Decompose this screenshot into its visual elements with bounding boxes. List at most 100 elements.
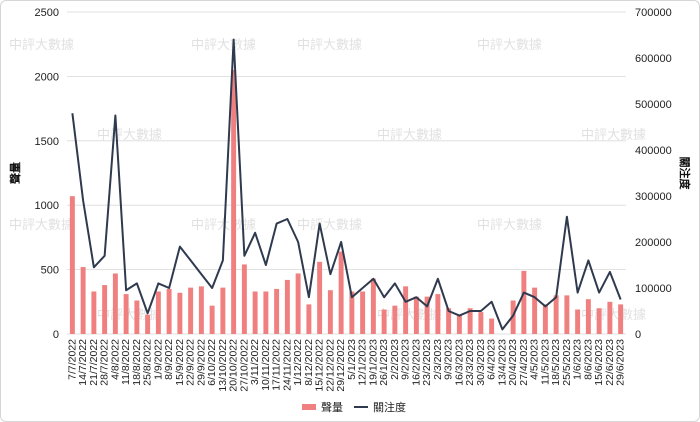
bar-27/10/2022 (241, 264, 247, 334)
y-left-tick-label: 2000 (35, 71, 59, 83)
x-axis-ticks: 7/7/202214/7/202221/7/202228/7/20224/8/2… (66, 339, 626, 392)
x-tick-label: 8/6/2023 (582, 339, 594, 380)
y-right-tick-label: 300000 (635, 191, 672, 203)
x-tick-label: 10/11/2022 (260, 339, 272, 391)
bar-3/11/2022 (252, 291, 258, 334)
bars (69, 69, 624, 335)
y-right-tick-label: 0 (635, 329, 641, 341)
x-tick-label: 16/3/2023 (453, 339, 465, 386)
x-tick-label: 9/3/2023 (443, 339, 455, 380)
bar-16/2/2023 (413, 296, 419, 334)
bar-23/2/2023 (424, 296, 430, 334)
x-tick-label: 6/10/2022 (206, 339, 218, 386)
x-tick-label: 23/2/2023 (421, 339, 433, 386)
x-tick-label: 11/8/2022 (120, 339, 132, 385)
bar-23/3/2023 (467, 308, 473, 334)
watermark-text: 中評大數據 (297, 218, 362, 233)
x-tick-label: 8/12/2022 (303, 339, 315, 386)
bar-29/12/2022 (338, 251, 344, 334)
bar-12/1/2023 (360, 291, 366, 334)
y-right-axis-title: 關注度 (678, 157, 692, 191)
bar-21/7/2022 (91, 291, 97, 334)
x-tick-label: 20/4/2023 (507, 339, 519, 386)
bar-29/6/2023 (618, 304, 624, 334)
bar-18/5/2023 (553, 295, 559, 334)
x-tick-label: 2/2/2023 (389, 339, 401, 380)
legend: 聲量 關注度 (302, 400, 406, 414)
x-tick-label: 4/8/2022 (109, 339, 121, 380)
bar-26/1/2023 (381, 309, 387, 334)
legend-bar-label: 聲量 (321, 400, 343, 414)
x-tick-label: 23/3/2023 (464, 339, 476, 386)
watermark-text: 中評大數據 (191, 218, 256, 233)
bar-24/11/2022 (284, 279, 290, 334)
x-tick-label: 3/11/2022 (249, 339, 261, 385)
bar-9/3/2023 (446, 308, 452, 334)
x-tick-label: 7/7/2022 (66, 339, 78, 380)
x-tick-label: 2/3/2023 (432, 339, 444, 380)
bar-15/12/2022 (317, 261, 323, 334)
watermark-text: 中評大數據 (477, 218, 542, 233)
bar-11/5/2023 (542, 304, 548, 334)
x-tick-label: 15/6/2023 (593, 339, 605, 386)
x-tick-label: 28/7/2022 (99, 339, 111, 386)
legend-line-label: 關注度 (373, 400, 406, 414)
bar-27/4/2023 (521, 270, 527, 334)
y-right-tick-label: 700000 (635, 7, 672, 19)
watermark-text: 中評大數據 (297, 38, 362, 53)
bar-25/5/2023 (564, 295, 570, 334)
x-tick-label: 15/12/2022 (314, 339, 326, 392)
x-tick-label: 4/5/2023 (529, 339, 541, 380)
y-left-tick-label: 500 (41, 265, 59, 277)
y-right-tick-label: 400000 (635, 145, 672, 157)
bar-18/8/2022 (134, 300, 140, 334)
bar-19/1/2023 (370, 278, 376, 334)
x-tick-label: 25/8/2022 (142, 339, 154, 386)
bar-6/4/2023 (489, 318, 495, 334)
x-tick-label: 5/1/2023 (346, 339, 358, 380)
x-tick-label: 14/7/2022 (77, 339, 89, 386)
x-tick-label: 20/10/2022 (228, 339, 240, 392)
watermark-text: 中評大數據 (191, 38, 256, 53)
x-tick-label: 13/4/2023 (496, 339, 508, 386)
bar-14/7/2022 (80, 267, 86, 334)
watermark-text: 中評大數據 (581, 128, 646, 143)
bar-5/1/2023 (349, 291, 355, 334)
bar-30/3/2023 (478, 312, 484, 334)
bar-1/6/2023 (575, 309, 581, 334)
bar-10/11/2022 (263, 291, 269, 334)
bar-25/8/2022 (145, 314, 151, 334)
bar-28/7/2022 (102, 285, 108, 334)
x-tick-label: 18/5/2023 (550, 339, 562, 386)
x-tick-label: 11/5/2023 (539, 339, 551, 385)
y-left-tick-label: 0 (53, 329, 59, 341)
bar-22/12/2022 (327, 290, 333, 334)
bar-2/2/2023 (392, 305, 398, 334)
bar-8/12/2022 (306, 304, 312, 334)
bar-8/9/2022 (166, 288, 172, 334)
x-tick-label: 9/2/2023 (400, 339, 412, 380)
x-tick-label: 17/11/2022 (271, 339, 283, 391)
x-tick-label: 27/4/2023 (518, 339, 530, 386)
watermark-text: 中評大數據 (9, 218, 74, 233)
x-tick-label: 8/9/2022 (163, 339, 175, 380)
bar-15/6/2023 (596, 308, 602, 334)
x-tick-label: 29/12/2022 (335, 339, 347, 392)
bar-16/3/2023 (456, 314, 462, 334)
watermark-text: 中評大數據 (9, 38, 74, 53)
bar-15/9/2022 (177, 292, 183, 334)
bar-22/9/2022 (188, 287, 194, 334)
x-tick-label: 21/7/2022 (88, 339, 100, 386)
x-tick-label: 22/6/2023 (604, 339, 616, 386)
bar-4/8/2022 (112, 273, 118, 334)
x-tick-label: 1/6/2023 (572, 339, 584, 380)
legend-bar-swatch (302, 404, 316, 410)
bar-22/6/2023 (607, 301, 613, 334)
y-left-tick-label: 1500 (35, 136, 59, 148)
x-tick-label: 25/5/2023 (561, 339, 573, 386)
bar-6/10/2022 (209, 305, 215, 334)
line-關注度 (71, 38, 622, 331)
x-tick-label: 13/10/2022 (217, 339, 229, 392)
x-tick-label: 15/9/2022 (174, 339, 186, 386)
